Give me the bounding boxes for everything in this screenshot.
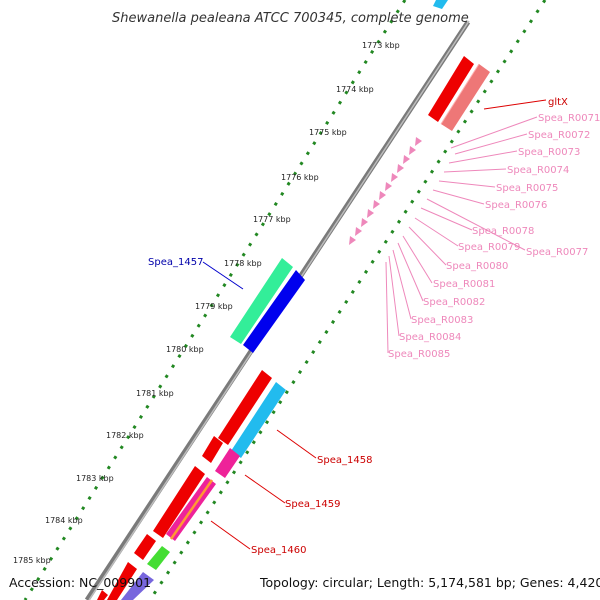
trna-label[interactable]: Spea_R0077: [526, 247, 588, 258]
ruler-tick-label: 1777 kbp: [253, 215, 291, 224]
trna-label[interactable]: Spea_R0073: [518, 147, 580, 158]
ruler-tick-label: 1775 kbp: [309, 128, 347, 137]
gene-feature[interactable]: [215, 448, 240, 478]
trna-label[interactable]: Spea_R0084: [399, 332, 461, 343]
trna-label[interactable]: Spea_R0080: [446, 261, 508, 272]
gene-feature[interactable]: [97, 590, 108, 600]
gene-label-leader: [202, 261, 244, 290]
trna-label[interactable]: Spea_R0078: [472, 226, 534, 237]
topology-text: Topology: circular; Length: 5,174,581 bp…: [259, 575, 600, 590]
trna-label[interactable]: Spea_R0079: [458, 242, 520, 253]
accession-text: Accession: NC_009901: [9, 575, 151, 590]
gene-feature[interactable]: [202, 436, 223, 463]
gene-feature[interactable]: [121, 572, 154, 600]
ruler-tick-label: 1780 kbp: [166, 345, 204, 354]
trna-label[interactable]: Spea_R0071: [538, 113, 600, 124]
trna-label[interactable]: Spea_R0075: [496, 183, 558, 194]
ruler-tick-label: 1784 kbp: [45, 516, 83, 525]
page-title: Shewanella pealeana ATCC 700345, complet…: [112, 11, 469, 26]
gene-label-spea-1457[interactable]: Spea_1457: [148, 257, 203, 268]
trna-label[interactable]: Spea_R0082: [423, 297, 485, 308]
trna-label[interactable]: Spea_R0074: [507, 165, 569, 176]
gene-label-leader: [244, 474, 286, 504]
ruler-tick-label: 1779 kbp: [195, 302, 233, 311]
trna-leaders: [385, 116, 538, 354]
gene-label-spea-1458[interactable]: Spea_1458: [317, 455, 372, 466]
ruler-tick-label: 1776 kbp: [281, 173, 319, 182]
gene-label-leader: [276, 429, 317, 459]
trna-cluster[interactable]: [349, 137, 422, 245]
gene-feature[interactable]: [107, 562, 137, 600]
ruler-tick-label: 1782 kbp: [106, 431, 144, 440]
ruler-tick-label: 1785 kbp: [13, 556, 51, 565]
trna-label[interactable]: Spea_R0072: [528, 130, 590, 141]
gene-feature[interactable]: [441, 64, 490, 131]
gene-label-leader: [210, 520, 251, 550]
gene-label-gltx[interactable]: gltX: [548, 97, 568, 108]
gene-feature[interactable]: [243, 270, 305, 353]
gene-label-leader: [483, 99, 547, 110]
gene-feature[interactable]: [134, 534, 156, 560]
trna-label[interactable]: Spea_R0081: [433, 279, 495, 290]
ruler-tick-label: 1783 kbp: [76, 474, 114, 483]
gene-label-spea-1459[interactable]: Spea_1459: [285, 499, 340, 510]
ruler-tick-label: 1781 kbp: [136, 389, 174, 398]
ruler-tick-label: 1778 kbp: [224, 259, 262, 268]
ruler-tick-label: 1773 kbp: [362, 41, 400, 50]
gene-label-spea-1460[interactable]: Spea_1460: [251, 545, 306, 556]
gene-feature[interactable]: [147, 546, 170, 570]
gene-feature[interactable]: [428, 56, 474, 122]
trna-label[interactable]: Spea_R0083: [411, 315, 473, 326]
trna-label[interactable]: Spea_R0076: [485, 200, 547, 211]
gene-feature-edge: [169, 479, 214, 540]
gene-feature[interactable]: [230, 258, 293, 344]
gene-feature[interactable]: [433, 0, 448, 9]
gene-feature-edge: [440, 63, 480, 125]
ruler-tick-label: 1774 kbp: [336, 85, 374, 94]
gene-feature[interactable]: [231, 382, 286, 458]
gene-feature[interactable]: [153, 466, 205, 538]
trna-label[interactable]: Spea_R0085: [388, 349, 450, 360]
gene-feature[interactable]: [218, 370, 272, 445]
